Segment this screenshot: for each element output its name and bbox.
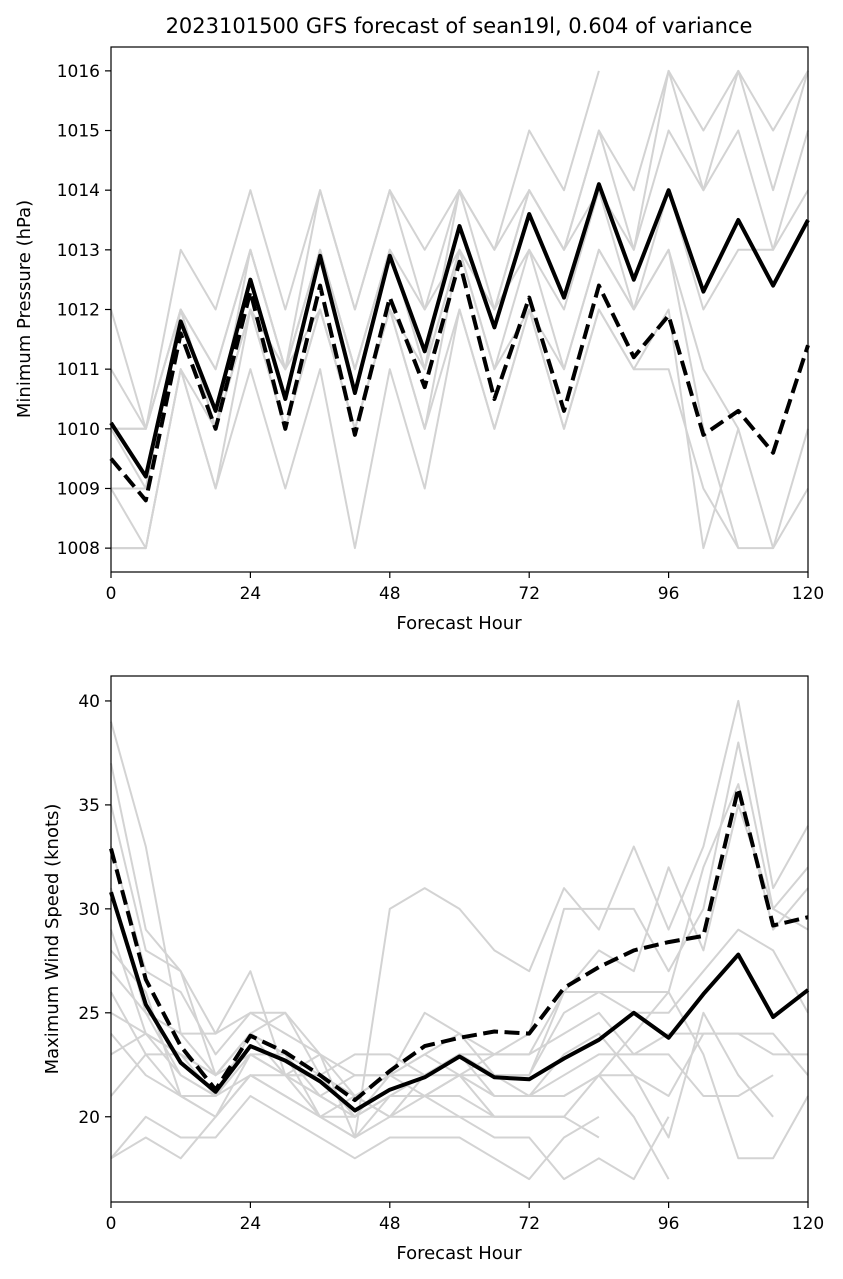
wind-lines (109, 699, 810, 1181)
pressure-y-tick-label-1010: 1010 (57, 420, 100, 440)
pressure-x-tick-label-96: 96 (658, 584, 680, 604)
wind-x-tick-label-120: 120 (792, 1214, 824, 1234)
wind-x-tick-label-72: 72 (518, 1214, 540, 1234)
wind-ensemble-line-13 (110, 1095, 600, 1181)
wind-reconstruction-line (109, 786, 809, 1103)
pressure-ensemble-line-5 (110, 248, 740, 550)
pressure-y-tick-label-1016: 1016 (57, 62, 100, 82)
pressure-y-tick-label-1008: 1008 (57, 539, 100, 559)
wind-x-tick-label-48: 48 (379, 1214, 401, 1234)
pressure-ensemble-line-4 (111, 189, 809, 490)
wind-x-tick-label-96: 96 (658, 1214, 680, 1234)
pressure-y-axis-label: Minimum Pressure (hPa) (14, 200, 35, 418)
wind-y-tick-label-35: 35 (78, 796, 100, 816)
pressure-ensemble-line-7 (111, 308, 809, 550)
wind-y-tick-label-25: 25 (78, 1004, 100, 1024)
pressure-reconstruction-line (109, 259, 810, 503)
wind-y-tick-label-20: 20 (78, 1108, 100, 1128)
pressure-y-tick-label-1011: 1011 (57, 360, 100, 380)
wind-ensemble-line-0 (110, 699, 809, 1139)
wind-plot-frame (110, 675, 809, 1203)
wind-x-axis-label: Forecast Hour (396, 1243, 522, 1264)
pressure-x-tick-label-0: 0 (106, 584, 117, 604)
wind-panel: 0 24 48 72 96 120 20 25 30 35 40 Forecast Hour Max… (42, 675, 824, 1264)
wind-mean-line (109, 891, 810, 1113)
pressure-y-tick-label-1009: 1009 (57, 479, 100, 499)
pressure-ensemble-line-8 (111, 248, 809, 550)
pressure-x-axis-label: Forecast Hour (396, 613, 522, 634)
pressure-x-tick-label-24: 24 (240, 584, 262, 604)
pressure-y-tick-label-1015: 1015 (57, 122, 100, 142)
wind-y-tick-label-40: 40 (78, 692, 100, 712)
wind-x-tick-label-24: 24 (240, 1214, 262, 1234)
pressure-lines (109, 69, 810, 550)
pressure-panel: 0 24 48 72 96 120 1008 1009 1010 1011 1012 1013 1014… (14, 46, 824, 634)
pressure-y-tick-label-1012: 1012 (57, 301, 100, 321)
pressure-x-tick-label-48: 48 (379, 584, 401, 604)
pressure-y-tick-label-1014: 1014 (57, 181, 100, 201)
wind-ensemble-line-3 (110, 803, 809, 1097)
pressure-x-tick-label-72: 72 (518, 584, 540, 604)
pressure-y-tick-label-1013: 1013 (57, 241, 100, 261)
pressure-x-tick-label-120: 120 (792, 584, 824, 604)
wind-y-axis-label: Maximum Wind Speed (knots) (42, 804, 63, 1075)
chart-title: 2023101500 GFS forecast of sean19l, 0.60… (166, 14, 753, 38)
pressure-ticks: 0 24 48 72 96 120 1008 1009 1010 1011 1012 1013 1014… (57, 62, 824, 604)
wind-y-tick-label-30: 30 (78, 900, 100, 920)
wind-x-tick-label-0: 0 (106, 1214, 117, 1234)
wind-ensemble-line-12 (110, 1032, 670, 1181)
pressure-mean-line (109, 182, 810, 479)
wind-ensemble-line-14 (110, 1074, 670, 1180)
wind-ticks: 0 24 48 72 96 120 20 25 30 35 40 (78, 692, 824, 1234)
